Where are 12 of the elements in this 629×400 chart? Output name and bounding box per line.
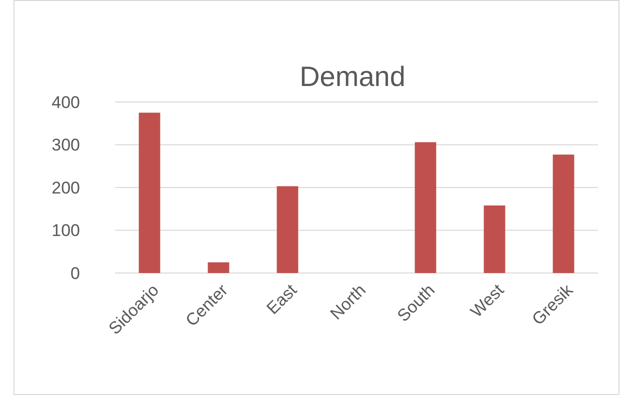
- y-tick-label: 100: [52, 221, 80, 240]
- chart-title: Demand: [300, 61, 406, 92]
- bar: [484, 205, 506, 273]
- y-tick-label: 200: [52, 178, 80, 198]
- y-tick-label: 0: [70, 264, 80, 283]
- bar: [276, 186, 298, 273]
- bar: [552, 154, 574, 273]
- bar: [138, 112, 160, 273]
- y-tick-label: 400: [52, 92, 80, 112]
- y-tick-label: 300: [52, 136, 80, 155]
- bar: [414, 142, 436, 273]
- bar: [208, 262, 230, 273]
